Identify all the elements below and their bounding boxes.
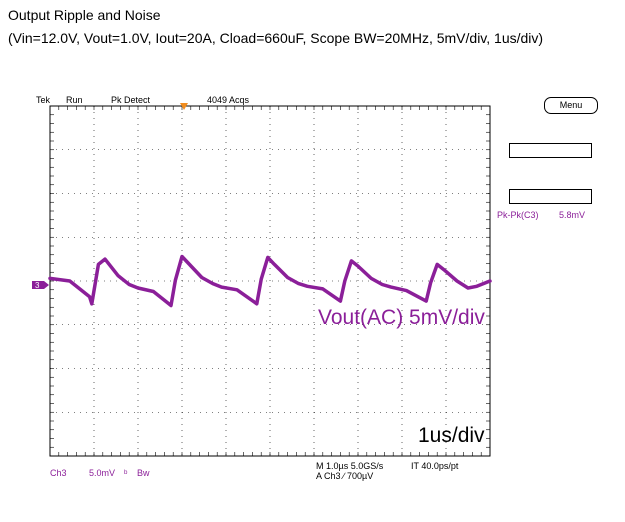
acquisition-count-label: 4049 Acqs	[207, 95, 250, 105]
brand-label: Tek	[36, 95, 51, 105]
trigger-settings-label: A Ch3 ∕ 700µV	[316, 471, 374, 481]
acquisition-mode-label: Pk Detect	[111, 95, 151, 105]
run-state-label: Run	[66, 95, 83, 105]
vertical-scale-annotation: Vout(AC) 5mV/div	[318, 306, 485, 329]
graticule	[49, 105, 491, 457]
bandwidth-limit-icon: ᵇ	[124, 468, 128, 478]
horizontal-scale-annotation: 1us/div	[418, 424, 485, 447]
measurement-slot-2[interactable]	[509, 189, 592, 204]
sample-interval-label: IT 40.0ps/pt	[411, 461, 459, 471]
measurement-label: Pk-Pk(C3)	[497, 210, 539, 220]
waveform-layer	[48, 254, 492, 308]
channel-scale-label: 5.0mV	[89, 468, 116, 478]
channel-3-ground-marker	[32, 281, 49, 289]
chart-title: Output Ripple and Noise	[8, 7, 161, 23]
timebase-label: M 1.0µs 5.0GS/s	[316, 461, 384, 471]
measurement-slot-1[interactable]	[509, 143, 592, 158]
channel-label: Ch3	[50, 468, 67, 478]
ripple-waveform-trace	[48, 254, 492, 308]
bandwidth-label: Bw	[137, 468, 150, 478]
measurement-value: 5.8mV	[559, 210, 586, 220]
menu-button[interactable]: Menu	[544, 97, 598, 114]
trigger-position-marker	[180, 103, 188, 110]
channel-3-marker-label: 3	[35, 281, 40, 290]
chart-subtitle: (Vin=12.0V, Vout=1.0V, Iout=20A, Cload=6…	[8, 30, 544, 46]
